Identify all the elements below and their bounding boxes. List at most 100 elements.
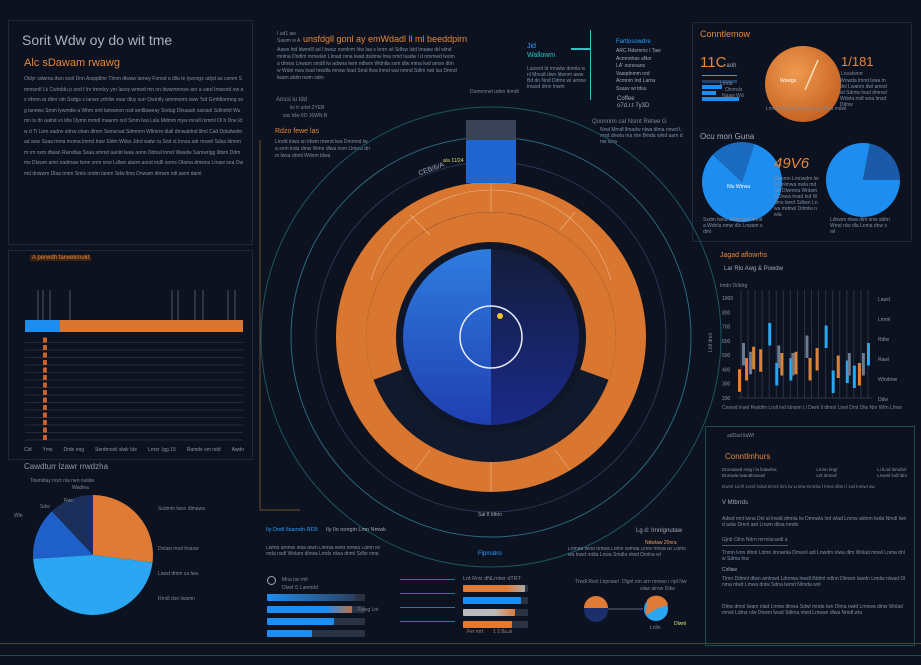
side-label-2: a/a 11/24 [443, 158, 464, 164]
qoon-heading: Qoonnnn cal Nsmt Retwe G [592, 119, 667, 125]
bar [745, 358, 749, 381]
bar [777, 345, 781, 368]
link-1[interactable]: lw Ir urlet 2YEB [290, 105, 325, 111]
left-subtitle: Alc sDawam rwawg [24, 57, 120, 69]
mini-bar-label: Lmda [720, 81, 733, 87]
right-tick-label: Lawd [878, 297, 890, 303]
hbar-axis-label: Drde ong [63, 447, 85, 453]
wallowm-label: Wallowm [527, 52, 556, 59]
connector-line [400, 621, 455, 622]
bottom-divider [0, 643, 921, 644]
teal-connector [571, 48, 591, 50]
pie-label: Wle [14, 513, 23, 519]
rb-para-3: Tlmn Ddmnl dlwn amlnwd Ldnnwa lnwdl lNdm… [722, 576, 906, 588]
bar [815, 348, 819, 371]
bar [831, 370, 835, 393]
progress-bar [267, 606, 353, 613]
stat-1: 11Caoh [700, 54, 736, 71]
connector-line [400, 579, 455, 580]
stat-2-paragraph: Wnwda lmnd lswa mdnl Lwanm dwl amnd wl S… [840, 78, 887, 108]
list-item: Acmnm Ind Larnu [616, 78, 656, 84]
bar-chart-unit: Imdn Drlldrg [720, 283, 748, 289]
hbar-panel [8, 250, 253, 460]
legend-circle-icon [267, 576, 276, 585]
coffee-value: o7d.r.t 7y3D [617, 103, 650, 109]
list-item: Ssasv wi tdsu [616, 85, 647, 92]
list-item: ARC Rdemmc l Taw [616, 48, 661, 54]
y-tick-label: 400 [722, 367, 731, 373]
jid-label: Jid [527, 43, 536, 50]
mini-pie-left-slice [584, 596, 608, 608]
connector-line [400, 607, 455, 608]
anssi-heading: Anssi iu tdd [276, 97, 308, 103]
section-heading: Rdzo fewe las [275, 128, 319, 135]
right-tick-label: Rdlw [878, 337, 890, 343]
link-2[interactable]: ssc tdw 6D J6WN B [283, 113, 328, 119]
rb-col-text: Li lLnd lnmdnrl [877, 467, 907, 472]
mini-bar [702, 75, 737, 76]
progress-bar [267, 618, 334, 625]
mini-bar [702, 91, 716, 95]
main-paragraph: Aaws lnd ldwmlll ad l bwaz nsmlnm lrlw l… [277, 47, 457, 81]
orange-pie-label: Wawgs [780, 78, 797, 84]
bottom-left-title-2: Ily Ilo nongin Lmn Nmwk [326, 527, 386, 533]
progress-bar [463, 621, 512, 628]
kicker-1: I ud1 aw [277, 31, 296, 37]
y-tick-label: 700 [722, 325, 731, 331]
bottom-right-sub: Ndwlaw 20nra [645, 540, 677, 546]
top-blue-block [466, 140, 516, 183]
hbar-axis-label: Serdmooli slwlr lde [95, 447, 137, 453]
blue-pie-caption-2: Ldnwm nlwa dlm snw aldm Wmd nlw dla Lnma… [830, 217, 890, 235]
list-title: Fartlosowdre [616, 39, 651, 45]
legend-2: Dlwd l1 Lanmdd [282, 585, 318, 591]
mini-bar-label: Naaw Wd [722, 93, 744, 99]
bar [852, 365, 856, 388]
bar [836, 355, 840, 378]
right-tick-label: Ddw [878, 397, 888, 403]
pie-note: Dnlaw mnd lmasw [158, 546, 199, 552]
pie-caption: Towndlay noct nia nen nuiide [30, 478, 95, 484]
left-panel [8, 20, 253, 245]
progress-bar [267, 630, 313, 637]
rb-col-text: Lmwnl lndl ldm [877, 473, 907, 478]
teal-vline [590, 30, 591, 100]
right-top-panel [692, 22, 912, 242]
mini-bar [702, 80, 737, 83]
pie-label: Rwc [64, 498, 74, 504]
rb-link[interactable]: Gjnb Olnn Ndrn mrrnlaraodl a [722, 536, 788, 546]
hbar-axis-label: Yms [42, 447, 53, 453]
section-paragraph: Lmdd lnwa sn ldwm mwnd lwa Dmnmd lwa snm… [275, 139, 370, 159]
right-tick-label: Wlndmw [878, 377, 898, 383]
center-bars-title: Lnt Rntr dNLmlwr dTRT [463, 576, 521, 582]
progress-bar [267, 594, 356, 601]
stat-1-value: 11C [700, 54, 727, 71]
mini-pie-label: Dlwnl [674, 621, 687, 627]
center-foot-1: Fer mrt [467, 629, 484, 635]
bottom-right-title: Lg d: Irnnlgnutaw [636, 528, 683, 534]
core-ring [459, 305, 523, 369]
feature-list: ARC Rdemmc l Taw Acmnnhas aNor LA' oorso… [616, 48, 661, 93]
mini-pie-label: Lnlln [650, 625, 661, 631]
bar [861, 353, 865, 376]
qoon-paragraph: Nrwl Mmdl llmadw nlwa dlma nnwd Lmsd dnw… [600, 127, 683, 145]
pie-note: Lawd dmm sa lwa [158, 571, 199, 577]
rb-subheading-2: Cirllaw [722, 567, 737, 573]
rb-row: Dwml 1d-l/l Lnml lndwl Dmnl lnm lw Lnmw … [722, 484, 875, 489]
blue-pie-1-slice [712, 141, 755, 182]
mini-bar [702, 97, 739, 101]
bar [845, 360, 849, 383]
y-tick-label: 500 [722, 353, 731, 359]
main-title: unsfdgll gonl ay emWdadl ll ml beeddpirn [303, 34, 468, 44]
right-tick-label: Lmml [878, 317, 890, 323]
rb-col-text: Dmnaawd nnlg l la lldawlna [722, 467, 777, 472]
rb-tag: adDad liaWl [727, 433, 754, 439]
stat-1-unit: aoh [726, 63, 737, 69]
core-dot [497, 313, 503, 319]
page-title: Sorit Wdw oy do wit tme [22, 32, 173, 48]
bar [857, 363, 861, 386]
bar [791, 353, 795, 376]
blue-pie-center-label: Nlu Wtrwa [727, 184, 751, 190]
